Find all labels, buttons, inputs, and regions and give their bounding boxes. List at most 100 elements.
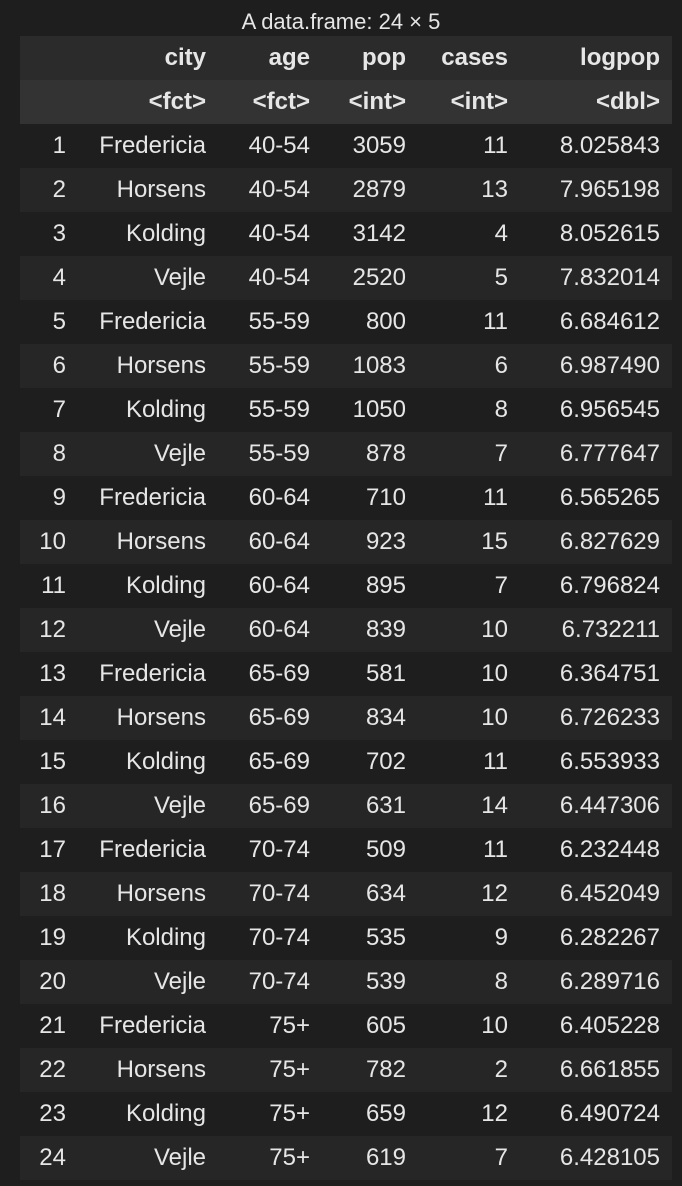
cases-cell: 14	[481, 792, 508, 819]
age-cell: 60-64	[248, 484, 310, 511]
pop-cell: 923	[365, 528, 406, 555]
cases-cell: 13	[481, 176, 508, 203]
age-cell: 65-69	[248, 660, 310, 687]
row-index: 16	[39, 792, 66, 819]
table-row: 24 Vejle 75+ 619 7 6.428105	[20, 1136, 672, 1180]
city-cell: Vejle	[153, 792, 206, 819]
city-cell: Horsens	[116, 880, 206, 907]
logpop-cell: 6.732211	[561, 616, 660, 643]
city-cell: Vejle	[153, 968, 206, 995]
pop-cell: 631	[365, 792, 406, 819]
pop-cell: 3059	[352, 132, 406, 159]
logpop-cell: 6.684612	[559, 308, 660, 335]
cases-cell: 8	[494, 968, 508, 995]
table-row: 23 Kolding 75+ 659 12 6.490724	[20, 1092, 672, 1136]
cases-cell: 11	[483, 836, 508, 863]
column-type-city: <fct>	[148, 88, 206, 115]
pop-cell: 3142	[352, 220, 406, 247]
row-index: 3	[52, 220, 66, 247]
row-index: 15	[39, 748, 66, 775]
city-cell: Fredericia	[99, 836, 206, 863]
row-index: 24	[39, 1144, 66, 1171]
logpop-cell: 6.796824	[559, 572, 660, 599]
table-caption: A data.frame: 24 × 5	[241, 9, 441, 34]
table-row: 17 Fredericia 70-74 509 11 6.232448	[20, 828, 672, 872]
table-row: 15 Kolding 65-69 702 11 6.553933	[20, 740, 672, 784]
pop-cell: 839	[365, 616, 406, 643]
logpop-cell: 8.025843	[559, 132, 660, 159]
row-index: 14	[39, 704, 66, 731]
age-cell: 60-64	[248, 616, 310, 643]
logpop-cell: 6.661855	[559, 1056, 660, 1083]
city-cell: Horsens	[116, 352, 206, 379]
city-cell: Vejle	[153, 264, 206, 291]
row-index: 20	[39, 968, 66, 995]
table-row: 19 Kolding 70-74 535 9 6.282267	[20, 916, 672, 960]
cases-cell: 6	[494, 352, 508, 379]
age-cell: 55-59	[248, 308, 310, 335]
pop-cell: 895	[365, 572, 406, 599]
cases-cell: 11	[483, 132, 508, 159]
pop-cell: 619	[365, 1144, 406, 1171]
age-cell: 75+	[269, 1100, 310, 1127]
row-index: 6	[52, 352, 66, 379]
table-row: 1 Fredericia 40-54 3059 11 8.025843	[20, 124, 672, 168]
logpop-cell: 6.364751	[559, 660, 660, 687]
cases-cell: 10	[481, 704, 508, 731]
column-header-pop: pop	[362, 44, 406, 71]
age-cell: 65-69	[248, 748, 310, 775]
logpop-cell: 7.832014	[559, 264, 660, 291]
row-index: 22	[39, 1056, 66, 1083]
column-type-age: <fct>	[252, 88, 310, 115]
row-index: 19	[39, 924, 66, 951]
cases-cell: 11	[483, 484, 508, 511]
table-row: 11 Kolding 60-64 895 7 6.796824	[20, 564, 672, 608]
pop-cell: 1050	[352, 396, 406, 423]
cases-cell: 2	[494, 1056, 508, 1083]
table-row: 4 Vejle 40-54 2520 5 7.832014	[20, 256, 672, 300]
city-cell: Fredericia	[99, 660, 206, 687]
table-row: 7 Kolding 55-59 1050 8 6.956545	[20, 388, 672, 432]
age-cell: 65-69	[248, 704, 310, 731]
cases-cell: 11	[483, 308, 508, 335]
pop-cell: 605	[365, 1012, 406, 1039]
row-index: 10	[39, 528, 66, 555]
logpop-cell: 6.490724	[559, 1100, 660, 1127]
row-index: 5	[52, 308, 66, 335]
city-cell: Kolding	[125, 924, 206, 951]
pop-cell: 834	[365, 704, 406, 731]
cases-cell: 10	[481, 1012, 508, 1039]
column-header-index	[20, 36, 76, 80]
logpop-cell: 6.405228	[559, 1012, 660, 1039]
city-cell: Kolding	[125, 748, 206, 775]
city-cell: Horsens	[116, 176, 206, 203]
age-cell: 70-74	[248, 880, 310, 907]
cases-cell: 15	[481, 528, 508, 555]
age-cell: 70-74	[248, 968, 310, 995]
row-index: 9	[52, 484, 66, 511]
age-cell: 75+	[269, 1012, 310, 1039]
logpop-cell: 6.452049	[559, 880, 660, 907]
age-cell: 55-59	[248, 396, 310, 423]
logpop-cell: 6.428105	[559, 1144, 660, 1171]
column-header-age: age	[268, 44, 310, 71]
pop-cell: 539	[365, 968, 406, 995]
row-index: 12	[39, 616, 66, 643]
row-index: 1	[52, 132, 66, 159]
cases-cell: 11	[483, 748, 508, 775]
city-cell: Vejle	[153, 440, 206, 467]
table-row: 16 Vejle 65-69 631 14 6.447306	[20, 784, 672, 828]
pop-cell: 878	[365, 440, 406, 467]
logpop-cell: 6.827629	[559, 528, 660, 555]
row-index: 7	[52, 396, 66, 423]
cases-cell: 5	[494, 264, 508, 291]
logpop-cell: 6.956545	[559, 396, 660, 423]
city-cell: Horsens	[116, 704, 206, 731]
row-index: 13	[39, 660, 66, 687]
city-cell: Kolding	[125, 572, 206, 599]
logpop-cell: 6.987490	[559, 352, 660, 379]
age-cell: 75+	[269, 1056, 310, 1083]
row-index: 8	[52, 440, 66, 467]
table-row: 10 Horsens 60-64 923 15 6.827629	[20, 520, 672, 564]
logpop-cell: 6.777647	[559, 440, 660, 467]
